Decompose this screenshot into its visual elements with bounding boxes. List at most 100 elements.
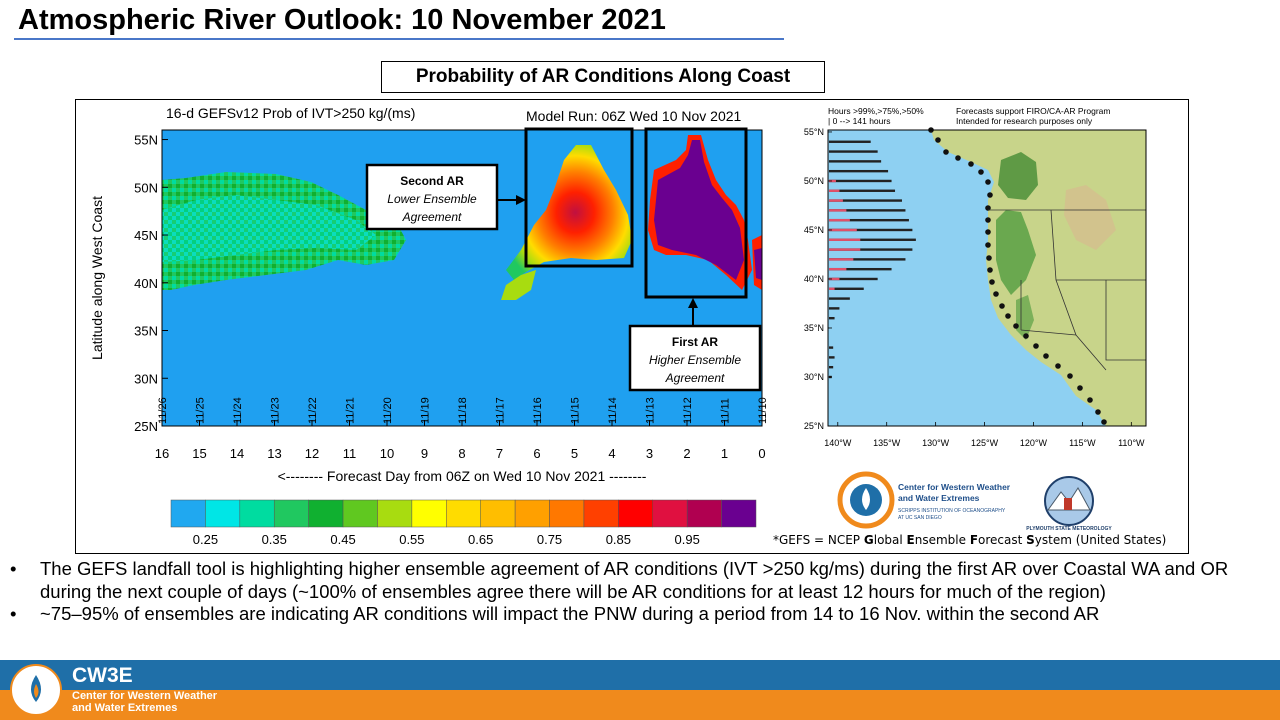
coast-point	[993, 291, 999, 297]
figure-frame: 16 11/26 15 11/25 14 11/24 13 11/23 12 11/22 11 11/…	[75, 99, 1189, 554]
colorbar-swatch	[239, 499, 275, 528]
coast-point	[978, 169, 984, 175]
panel-title: Probability of AR Conditions Along Coast	[381, 61, 825, 93]
first-ar-label-box	[628, 324, 762, 392]
coast-point	[985, 217, 991, 223]
second-ar-annotation: Second AR Lower Ensemble Agreement	[365, 163, 526, 231]
hours-bar	[829, 287, 864, 290]
heat-region-first-ar-east-core	[754, 248, 762, 280]
hours-bar	[829, 218, 909, 222]
lighthouse-icon	[1064, 498, 1072, 510]
date-tick-label: 11/16	[532, 397, 544, 424]
hours-bar-99	[829, 189, 840, 192]
colorbar-label: 0.65	[468, 532, 493, 547]
hours-bar	[829, 248, 913, 251]
x-tick-label: 6	[533, 446, 540, 461]
date-tick-label: 11/14	[607, 397, 619, 424]
hours-bar-99	[829, 277, 840, 281]
map-y-tick-label: 55°N	[804, 127, 824, 137]
hours-bar-99	[829, 209, 847, 212]
coast-point	[1077, 385, 1083, 391]
second-ar-label-box	[365, 163, 499, 231]
map-y-tick-label: 45°N	[804, 225, 824, 235]
colorbar-swatch	[514, 499, 550, 528]
cw3e-logo-line3: SCRIPPS INSTITUTION OF OCEANOGRAPHY	[898, 508, 1006, 514]
date-tick-label: 11/20	[382, 397, 394, 424]
coast-point	[987, 192, 993, 198]
x-tick-label: 1	[721, 446, 728, 461]
hours-bar-99	[829, 258, 854, 261]
map-x-tick-label: 125°W	[971, 438, 999, 448]
cw3e-logo: Center for Western Weather and Water Ext…	[837, 471, 1011, 529]
coast-point	[1055, 363, 1061, 369]
date-tick-label: 11/23	[270, 397, 282, 424]
coast-point	[989, 279, 995, 285]
hours-bar	[829, 316, 835, 320]
second-ar-line2: Agreement	[402, 210, 462, 224]
x-tick-label: 11	[343, 446, 357, 461]
hours-bar-99	[829, 199, 843, 202]
colorbar: 0.25 0.35 0.45 0.55 0.65 0.75 0.85 0.95	[170, 499, 757, 547]
coast-point	[955, 155, 961, 161]
coast-point	[943, 149, 949, 155]
first-ar-arrow-head	[688, 298, 698, 308]
bullet-item-1: The GEFS landfall tool is highlighting h…	[0, 558, 1280, 603]
colorbar-swatch	[342, 499, 378, 528]
coast-point	[985, 229, 991, 235]
y-tick-label: 50N	[134, 180, 158, 195]
colorbar-swatch	[549, 499, 585, 528]
hours-bar-99	[829, 248, 861, 251]
date-tick-label: 11/10	[757, 397, 769, 424]
coast-point	[986, 255, 992, 261]
colorbar-swatch	[446, 499, 481, 528]
colorbar-swatch	[377, 499, 413, 528]
map-forest-1	[996, 210, 1036, 295]
heatmap-panel: 1611/261511/251411/241311/231211/221111/…	[89, 105, 769, 547]
second-ar-arrow-head	[516, 195, 526, 205]
footer-band-orange	[0, 690, 1280, 720]
coast-point	[1095, 409, 1101, 415]
heat-region-west-inner	[162, 195, 376, 262]
hours-bar	[829, 228, 913, 232]
hours-bar	[829, 277, 878, 281]
map-note1: Forecasts support FIRO/CA-AR Program	[956, 106, 1110, 116]
psu-logo-text: PLYMOUTH STATE METEOROLOGY	[1026, 526, 1112, 532]
second-ar-box	[524, 127, 634, 268]
x-tick-label: 3	[646, 446, 653, 461]
colorbar-label: 0.25	[193, 532, 218, 547]
colorbar-swatch	[308, 499, 344, 528]
date-tick-label: 11/13	[645, 397, 657, 424]
x-tick-label: 2	[683, 446, 690, 461]
coast-point	[987, 267, 993, 273]
coast-point	[1005, 313, 1011, 319]
first-ar-box	[644, 127, 748, 299]
map-x-tick-label: 140°W	[824, 438, 852, 448]
hours-bar	[829, 346, 834, 349]
date-tick-label: 11/17	[495, 397, 507, 424]
hours-bar	[829, 140, 871, 143]
heatmap-title: 16-d GEFSv12 Prob of IVT>250 kg/(ms)	[166, 105, 415, 121]
date-tick-label: 11/19	[420, 397, 432, 424]
colorbar-swatch	[721, 499, 757, 528]
hours-bar-99	[829, 238, 861, 241]
heat-region-second-ar	[506, 145, 632, 280]
colorbar-label: 0.75	[537, 532, 562, 547]
hours-bar	[829, 160, 882, 163]
map-x-tick-label: 115°W	[1069, 438, 1096, 448]
x-tick-label: 7	[496, 446, 503, 461]
colorbar-label: 0.45	[330, 532, 355, 547]
heatmap-subtitle: Model Run: 06Z Wed 10 Nov 2021	[526, 108, 742, 124]
slide-title: Atmospheric River Outlook: 10 November 2…	[18, 4, 666, 36]
x-tick-label: 15	[192, 446, 206, 461]
map-frame	[827, 129, 1147, 427]
gefs-footnote: *GEFS = NCEP Global Ensemble Forecast Sy…	[773, 533, 1166, 547]
coast-point	[1023, 333, 1029, 339]
coast-point	[1087, 397, 1093, 403]
map-x-tick-label: 135°W	[873, 438, 901, 448]
hours-bar	[829, 267, 892, 271]
map-y-tick-label: 50°N	[804, 176, 824, 186]
second-ar-title: Second AR	[400, 174, 464, 188]
x-tick-label: 8	[458, 446, 465, 461]
colorbar-label: 0.35	[262, 532, 287, 547]
map-forest-3	[1016, 295, 1034, 340]
